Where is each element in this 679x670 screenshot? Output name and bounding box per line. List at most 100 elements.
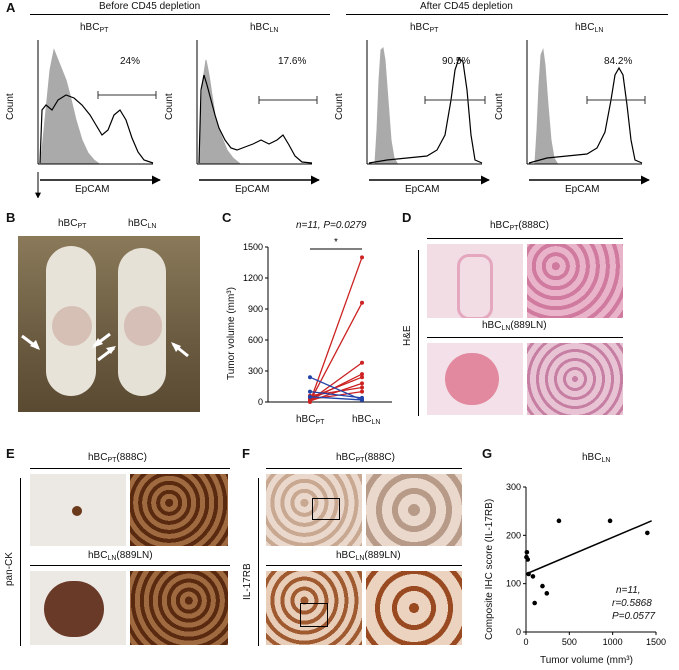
facs-pct-3: 90.5% — [442, 56, 471, 67]
c-series-line-9 — [309, 391, 363, 399]
c-ytick-label: 1500 — [243, 242, 263, 252]
g-point-2 — [525, 557, 531, 562]
tumor-volume-chart: 0 300 600 900 1200 1500 * — [243, 237, 392, 407]
c-sig-star: * — [334, 237, 338, 248]
c-ytick-label: 1200 — [243, 273, 263, 283]
before-depletion-title: Before CD45 depletion — [99, 1, 201, 12]
facs-ylabel-4: Count — [494, 93, 505, 120]
panel-c-stats: n=11, P=0.0279 — [296, 220, 367, 231]
d-top-bar — [427, 238, 623, 239]
c-point-ln-6 — [360, 385, 364, 390]
mouse-photo — [18, 236, 200, 412]
facs-title-2: hBCLN — [250, 22, 279, 34]
c-series-line-6 — [309, 386, 363, 397]
facs-pct-4: 84.2% — [604, 56, 633, 67]
c-point-ln-0 — [360, 255, 364, 260]
panel-label-f: F — [242, 446, 250, 461]
g-point-1 — [524, 549, 530, 555]
c-ytick-label: 0 — [258, 397, 263, 407]
facs-plot-3 — [366, 40, 486, 165]
g-point-8 — [556, 518, 562, 524]
c-point-ln-3 — [360, 372, 364, 377]
facs-pct-1: 24% — [120, 56, 141, 67]
panel-label-c: C — [222, 210, 232, 225]
g-point-5 — [532, 600, 537, 606]
d-bottom-label: hBCLN(889LN) — [482, 320, 547, 332]
g-point-10 — [645, 530, 650, 536]
g-ytick-label: 300 — [506, 482, 521, 492]
he-side-label: H&E — [402, 325, 413, 346]
c-point-pt-8 — [308, 375, 312, 380]
d-bottom-bar — [427, 337, 623, 338]
il17rb-highmag-pt — [366, 474, 462, 546]
after-bracket-line — [346, 14, 668, 15]
il17rb-side-label: IL-17RB — [242, 563, 253, 600]
he-highmag-pt — [527, 244, 623, 318]
c-point-ln-1 — [360, 300, 364, 305]
facs-plot-2 — [196, 40, 318, 165]
facs-pct-2: 17.6% — [278, 56, 307, 67]
panck-lowmag-ln — [30, 571, 126, 645]
g-xtick-label: 1500 — [646, 637, 666, 647]
facs-xlabel-3: EpCAM — [405, 184, 440, 195]
c-point-ln-5 — [360, 381, 364, 386]
e-top-label: hBCPT(888C) — [88, 452, 147, 464]
c-ytick-label: 300 — [248, 366, 263, 376]
f-bottom-label: hBCLN(889LN) — [336, 550, 401, 562]
c-point-ln-2 — [360, 360, 364, 365]
c-ytick-label: 600 — [248, 335, 263, 345]
g-point-7 — [544, 591, 550, 596]
facs-histograms — [35, 40, 646, 198]
ihc-scatter-chart: 0 100 200 300 0 500 1000 1500 — [506, 482, 666, 647]
f-top-bar — [266, 468, 462, 469]
g-ytick-label: 100 — [506, 579, 521, 589]
c-point-pt-9 — [308, 389, 312, 394]
e-bottom-label: hBCLN(889LN) — [88, 550, 153, 562]
ihc-ylabel: Composite IHC score (IL-17RB) — [484, 498, 495, 640]
after-depletion-title: After CD45 depletion — [420, 1, 513, 12]
c-point-ln-7 — [360, 389, 364, 394]
c-series-line-1 — [309, 302, 363, 402]
c-xlabel-ln: hBCLN — [352, 414, 381, 426]
g-point-6 — [540, 583, 545, 589]
c-point-ln-4 — [360, 375, 364, 380]
il17rb-lowmag-pt — [266, 474, 362, 546]
facs-axis-arrows — [40, 175, 650, 185]
facs-plot-4 — [526, 40, 646, 165]
tumor-arrows — [21, 332, 189, 362]
g-ytick-label: 200 — [506, 530, 521, 540]
facs-ylabel-1: Count — [5, 93, 16, 120]
panck-highmag-pt — [130, 474, 228, 546]
ihc-xlabel: Tumor volume (mm³) — [540, 655, 633, 666]
c-point-pt-10 — [308, 394, 312, 399]
d-side-bar — [418, 250, 419, 416]
g-xtick-label: 0 — [523, 637, 528, 647]
facs-ylabel-2: Count — [164, 93, 175, 120]
mouse-label-ln: hBCLN — [128, 218, 157, 230]
il17rb-highmag-ln — [366, 571, 462, 645]
c-xlabel-pt: hBCPT — [296, 414, 325, 426]
ihc-stat-r: r=0.5868 — [612, 598, 652, 609]
panel-label-a: A — [6, 0, 16, 15]
facs-xlabel-2: EpCAM — [235, 184, 270, 195]
facs-xlabel-1: EpCAM — [75, 184, 110, 195]
g-point-4 — [530, 574, 536, 579]
g-xtick-label: 500 — [562, 637, 577, 647]
g-point-9 — [607, 518, 613, 524]
il17rb-lowmag-ln — [266, 571, 362, 645]
facs-xlabel-4: EpCAM — [565, 184, 600, 195]
f-side-bar — [258, 478, 259, 646]
c-series-line-7 — [309, 391, 363, 401]
panel-label-e: E — [6, 446, 15, 461]
facs-ylabel-3: Count — [334, 93, 345, 120]
he-highmag-ln — [527, 343, 623, 415]
mouse-label-pt: hBCPT — [58, 218, 87, 230]
facs-plot-1 — [35, 40, 157, 198]
e-side-bar — [20, 478, 21, 646]
g-ytick-label: 0 — [516, 627, 521, 637]
c-series-line-10 — [309, 396, 363, 401]
ihc-stat-p: P=0.0577 — [612, 611, 656, 622]
before-bracket-line — [30, 14, 330, 15]
e-bottom-bar — [30, 565, 230, 566]
g-title: hBCLN — [582, 452, 611, 464]
